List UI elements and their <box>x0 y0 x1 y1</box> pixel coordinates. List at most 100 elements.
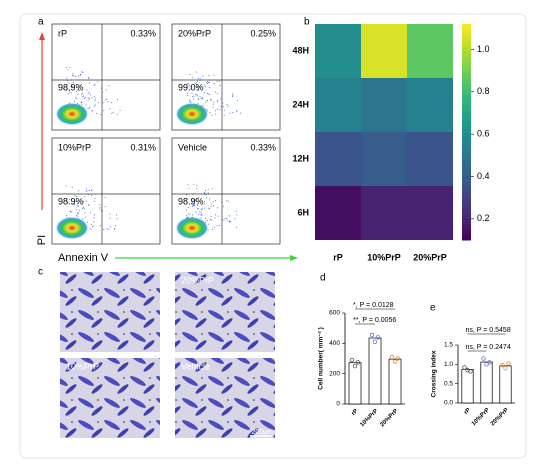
event-dot <box>236 214 238 216</box>
event-dot <box>193 95 195 97</box>
colorbar-step <box>462 51 471 57</box>
event-dot <box>99 204 101 206</box>
data-point <box>395 356 401 361</box>
event-dot <box>119 109 121 111</box>
row-label: 6H <box>297 207 309 217</box>
event-dot <box>222 102 224 104</box>
event-dot <box>197 81 199 83</box>
event-dot <box>212 103 214 105</box>
event-dot <box>239 112 241 114</box>
event-dot <box>199 96 201 98</box>
event-dot <box>93 95 95 97</box>
data-point <box>349 357 355 363</box>
col-label: rP <box>333 252 343 262</box>
event-dot <box>192 77 194 79</box>
event-dot <box>83 95 85 97</box>
event-dot <box>83 208 85 210</box>
event-dot <box>111 113 113 115</box>
event-dot <box>87 99 89 101</box>
event-dot <box>82 72 84 74</box>
event-dot <box>76 205 78 207</box>
quadrant-pct: 0.25% <box>250 28 276 38</box>
event-dot <box>83 98 85 100</box>
panel-label: d <box>320 273 326 284</box>
colorbar-step <box>462 88 471 95</box>
colorbar-label: 0.8 <box>477 86 490 96</box>
event-dot <box>66 77 68 79</box>
event-dot <box>207 192 209 194</box>
event-dot <box>220 106 222 108</box>
event-dot <box>100 87 102 89</box>
event-dot <box>198 213 200 215</box>
event-dot <box>91 110 93 112</box>
row-label: 12H <box>292 153 309 163</box>
event-dot <box>91 195 93 197</box>
event-dot <box>112 111 114 113</box>
event-dot <box>198 211 200 213</box>
event-dot <box>186 92 188 94</box>
row-label: 24H <box>292 99 309 109</box>
heat-cell <box>315 24 361 78</box>
event-dot <box>189 213 191 215</box>
data-point <box>375 335 381 340</box>
event-dot <box>74 100 76 102</box>
event-dot <box>99 225 101 227</box>
event-dot <box>192 95 194 97</box>
event-dot <box>74 204 76 206</box>
event-dot <box>202 104 204 106</box>
event-dot <box>214 200 216 202</box>
heat-cell <box>407 78 453 132</box>
flow-name: 20%PrP <box>178 28 211 38</box>
colorbar-step <box>462 191 471 198</box>
data-point <box>484 362 489 367</box>
event-dot <box>76 215 78 217</box>
event-dot <box>92 110 94 112</box>
event-dot <box>222 205 224 207</box>
event-dot <box>70 86 72 88</box>
event-dot <box>68 91 70 93</box>
heat-cell <box>315 132 361 186</box>
event-dot <box>70 92 72 94</box>
bar <box>388 358 402 405</box>
annotation: *, P = 0.0128 <box>353 302 394 309</box>
event-dot <box>227 105 229 107</box>
event-dot <box>236 110 238 112</box>
event-dot <box>80 101 82 103</box>
colorbar-step <box>462 207 471 214</box>
event-dot <box>206 219 208 221</box>
event-dot <box>94 104 96 106</box>
colorbar-step <box>462 72 471 79</box>
annotation: ns, P = 0.2474 <box>466 344 511 351</box>
colorbar-step <box>462 34 471 41</box>
event-dot <box>82 96 84 98</box>
event-dot <box>81 102 83 104</box>
event-dot <box>189 101 191 103</box>
event-dot <box>84 212 86 214</box>
event-dot <box>187 94 189 96</box>
event-dot <box>232 93 234 95</box>
event-dot <box>196 204 198 206</box>
event-dot <box>71 186 73 188</box>
event-dot <box>198 86 200 88</box>
event-dot <box>92 226 94 228</box>
event-dot <box>94 84 96 86</box>
event-dot <box>87 221 89 223</box>
event-dot <box>80 74 82 76</box>
event-dot <box>206 80 208 82</box>
event-dot <box>213 82 215 84</box>
event-dot <box>84 96 86 98</box>
event-dot <box>103 109 105 111</box>
colorbar-step <box>462 175 471 182</box>
event-dot <box>115 225 117 227</box>
event-dot <box>77 213 79 215</box>
data-point <box>392 359 398 364</box>
x-tick-label: rP <box>463 407 472 416</box>
event-dot <box>72 81 74 83</box>
event-dot <box>223 219 225 221</box>
event-dot <box>185 215 187 217</box>
event-dot <box>206 93 208 95</box>
event-dot <box>68 199 70 201</box>
colorbar-step <box>462 148 471 155</box>
event-dot <box>232 112 234 114</box>
event-dot <box>116 113 118 115</box>
